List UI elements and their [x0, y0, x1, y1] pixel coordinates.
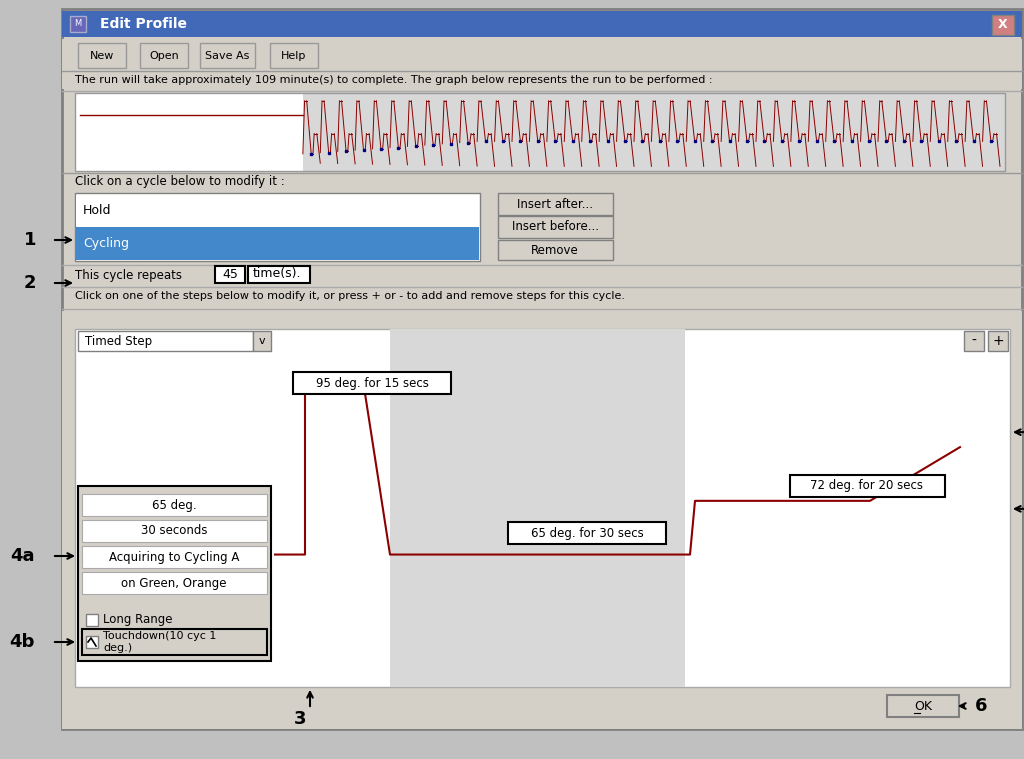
Bar	[293, 372, 451, 394]
Text: Help: Help	[282, 51, 306, 61]
Text: Long Range: Long Range	[103, 613, 172, 626]
Bar	[508, 522, 666, 544]
Text: 45: 45	[222, 267, 238, 281]
Bar	[82, 611, 267, 629]
Text: on Green, Orange: on Green, Orange	[121, 577, 226, 590]
Text: time(s).: time(s).	[253, 267, 301, 281]
Text: +: +	[992, 334, 1004, 348]
Bar	[75, 329, 1010, 687]
Bar	[62, 39, 1022, 71]
Text: X: X	[998, 18, 1008, 32]
Bar	[988, 331, 1008, 351]
Text: -: -	[972, 334, 977, 348]
Text: Click on one of the steps below to modify it, or press + or - to add and remove : Click on one of the steps below to modif…	[75, 291, 625, 301]
Bar	[76, 195, 479, 226]
Text: 1: 1	[24, 231, 36, 249]
Text: Remove: Remove	[531, 244, 579, 257]
Bar	[76, 227, 479, 260]
Text: OK: OK	[914, 700, 932, 713]
Bar	[82, 572, 267, 594]
Bar	[70, 16, 86, 32]
Bar	[215, 266, 245, 283]
Text: The run will take approximately 109 minute(s) to complete. The graph below repre: The run will take approximately 109 minu…	[75, 75, 713, 85]
Text: 2: 2	[24, 274, 36, 292]
Bar	[86, 636, 98, 648]
Bar	[86, 614, 98, 626]
Text: 4b: 4b	[9, 633, 35, 651]
Text: Insert after...: Insert after...	[517, 197, 593, 210]
Bar	[75, 93, 303, 171]
Bar	[270, 43, 318, 68]
Bar	[78, 43, 126, 68]
Text: Cycling: Cycling	[83, 238, 129, 250]
Bar	[75, 193, 480, 261]
Text: 65 deg. for 30 secs: 65 deg. for 30 secs	[530, 527, 643, 540]
Bar	[498, 216, 613, 238]
Bar	[78, 331, 253, 351]
Bar	[200, 43, 255, 68]
Bar	[248, 266, 310, 283]
Bar	[992, 15, 1014, 35]
Text: This cycle repeats: This cycle repeats	[75, 269, 182, 282]
Bar	[82, 629, 267, 655]
Text: New: New	[90, 51, 115, 61]
Bar	[498, 240, 613, 260]
Text: Save As: Save As	[205, 51, 249, 61]
Bar	[82, 494, 267, 516]
Text: 65 deg.: 65 deg.	[152, 499, 197, 512]
Bar	[62, 311, 1022, 699]
Text: Click on a cycle below to modify it :: Click on a cycle below to modify it :	[75, 175, 285, 187]
Text: Hold: Hold	[83, 203, 112, 216]
Text: 95 deg. for 15 secs: 95 deg. for 15 secs	[315, 376, 428, 389]
Text: M: M	[75, 20, 82, 29]
Bar	[62, 11, 1022, 37]
Bar	[62, 71, 1022, 89]
Bar	[303, 93, 1005, 171]
Bar	[964, 331, 984, 351]
Bar	[498, 193, 613, 215]
Text: 4a: 4a	[10, 547, 34, 565]
Text: Insert before...: Insert before...	[512, 221, 598, 234]
Bar	[82, 520, 267, 542]
Bar	[390, 329, 685, 687]
Bar	[78, 486, 271, 661]
Text: Acquiring to Cycling A: Acquiring to Cycling A	[109, 550, 240, 563]
Bar	[140, 43, 188, 68]
Text: 30 seconds: 30 seconds	[140, 524, 207, 537]
Text: v: v	[259, 336, 265, 346]
Bar	[253, 331, 271, 351]
Text: Edit Profile: Edit Profile	[100, 17, 187, 31]
Bar	[62, 697, 1022, 729]
Text: Open: Open	[150, 51, 179, 61]
Text: 6: 6	[975, 697, 987, 715]
Bar	[75, 93, 1005, 171]
Bar	[790, 475, 945, 497]
Text: 72 deg. for 20 secs: 72 deg. for 20 secs	[811, 480, 924, 493]
Bar	[887, 695, 959, 717]
Text: 3: 3	[294, 710, 306, 728]
Text: Timed Step: Timed Step	[85, 335, 153, 348]
Text: Touchdown(10 cyc 1
deg.): Touchdown(10 cyc 1 deg.)	[103, 631, 216, 653]
Bar	[82, 546, 267, 568]
